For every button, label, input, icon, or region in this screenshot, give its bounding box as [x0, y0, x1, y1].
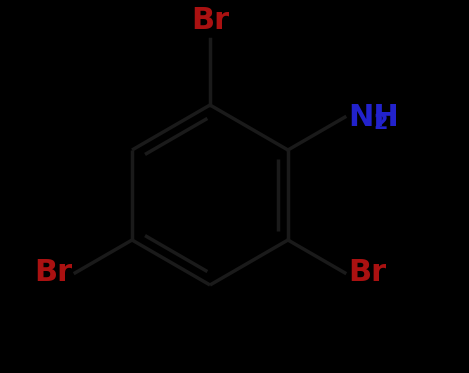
Text: Br: Br — [191, 6, 229, 35]
Text: NH: NH — [348, 103, 399, 132]
Text: 2: 2 — [374, 113, 388, 133]
Text: Br: Br — [34, 258, 72, 287]
Text: Br: Br — [348, 258, 386, 287]
